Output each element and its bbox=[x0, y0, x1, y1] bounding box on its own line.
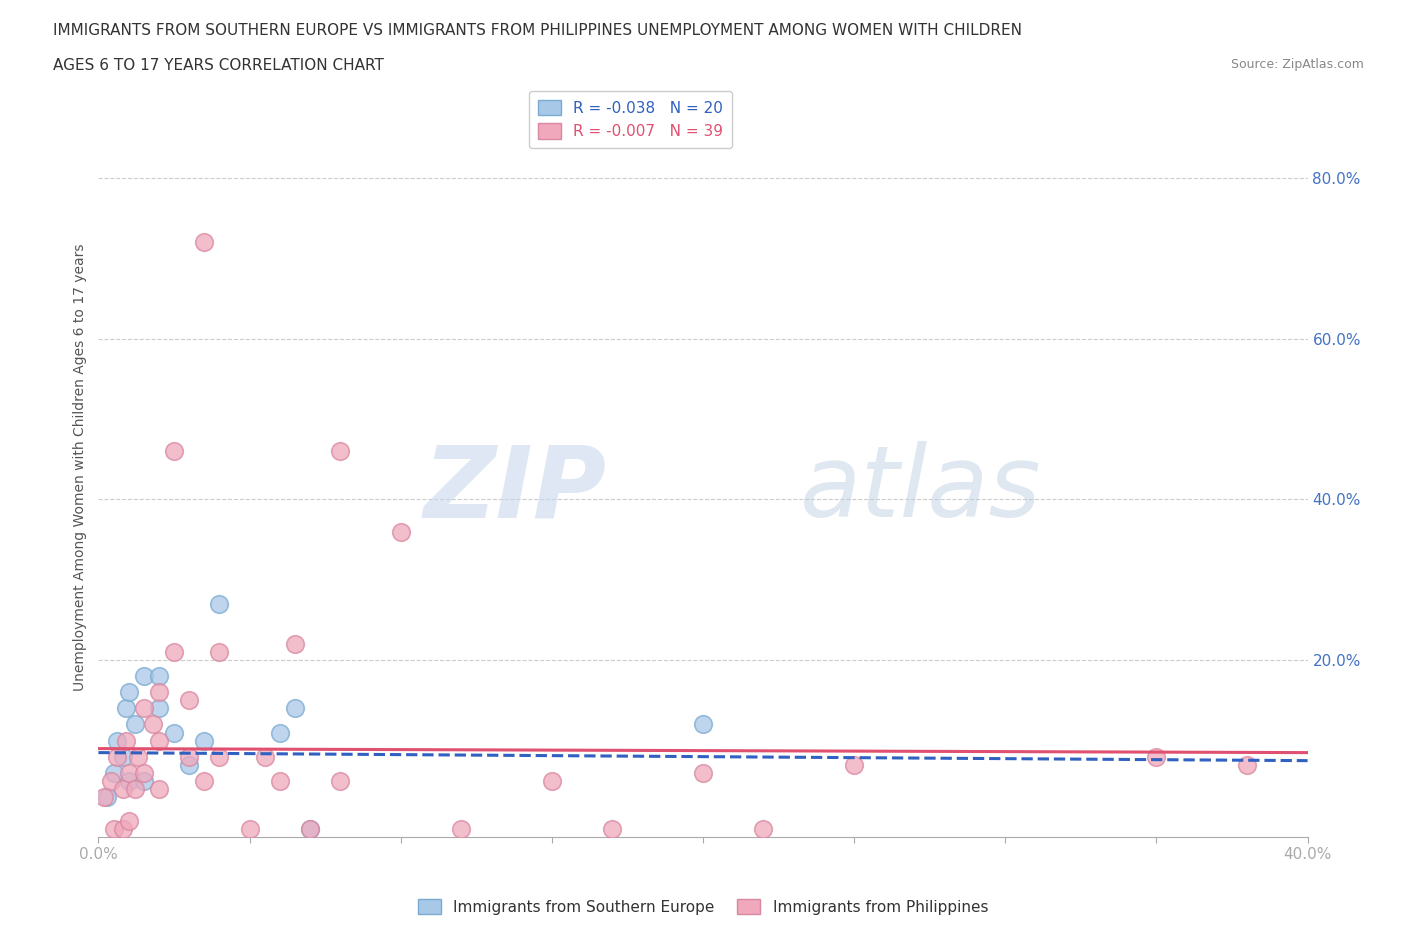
Point bbox=[132, 669, 155, 684]
Point bbox=[179, 757, 201, 772]
Point bbox=[329, 774, 352, 789]
Point bbox=[100, 774, 122, 789]
Point bbox=[752, 821, 775, 836]
Point bbox=[329, 444, 352, 458]
Point bbox=[142, 717, 165, 732]
Legend: Immigrants from Southern Europe, Immigrants from Philippines: Immigrants from Southern Europe, Immigra… bbox=[412, 893, 994, 921]
Point bbox=[602, 821, 624, 836]
Text: AGES 6 TO 17 YEARS CORRELATION CHART: AGES 6 TO 17 YEARS CORRELATION CHART bbox=[53, 58, 384, 73]
Point bbox=[179, 750, 201, 764]
Point bbox=[1144, 750, 1167, 764]
Point bbox=[163, 644, 186, 659]
Point bbox=[105, 750, 128, 764]
Point bbox=[118, 765, 141, 780]
Point bbox=[269, 774, 291, 789]
Point bbox=[299, 821, 322, 836]
Text: atlas: atlas bbox=[800, 441, 1042, 538]
Point bbox=[163, 725, 186, 740]
Point bbox=[96, 790, 118, 804]
Point bbox=[284, 701, 307, 716]
Point bbox=[148, 701, 170, 716]
Point bbox=[284, 637, 307, 652]
Point bbox=[148, 684, 170, 699]
Point bbox=[208, 644, 231, 659]
Point bbox=[208, 596, 231, 611]
Point bbox=[193, 774, 215, 789]
Point bbox=[389, 525, 412, 539]
Point bbox=[118, 774, 141, 789]
Point bbox=[103, 765, 125, 780]
Point bbox=[844, 757, 866, 772]
Point bbox=[208, 750, 231, 764]
Point bbox=[124, 717, 146, 732]
Point bbox=[111, 821, 134, 836]
Point bbox=[111, 781, 134, 796]
Point bbox=[239, 821, 262, 836]
Y-axis label: Unemployment Among Women with Children Ages 6 to 17 years: Unemployment Among Women with Children A… bbox=[73, 244, 87, 691]
Point bbox=[253, 750, 276, 764]
Point bbox=[193, 235, 215, 250]
Point bbox=[179, 693, 201, 708]
Point bbox=[269, 725, 291, 740]
Point bbox=[103, 821, 125, 836]
Point bbox=[148, 669, 170, 684]
Point bbox=[93, 790, 115, 804]
Text: ZIP: ZIP bbox=[423, 441, 606, 538]
Point bbox=[148, 733, 170, 748]
Point bbox=[118, 684, 141, 699]
Point bbox=[540, 774, 562, 789]
Point bbox=[193, 733, 215, 748]
Point bbox=[132, 765, 155, 780]
Point bbox=[148, 781, 170, 796]
Point bbox=[1236, 757, 1258, 772]
Point bbox=[450, 821, 472, 836]
Text: IMMIGRANTS FROM SOUTHERN EUROPE VS IMMIGRANTS FROM PHILIPPINES UNEMPLOYMENT AMON: IMMIGRANTS FROM SOUTHERN EUROPE VS IMMIG… bbox=[53, 23, 1022, 38]
Point bbox=[105, 733, 128, 748]
Point bbox=[299, 821, 322, 836]
Point bbox=[127, 750, 149, 764]
Point bbox=[124, 781, 146, 796]
Point bbox=[118, 814, 141, 829]
Point bbox=[163, 444, 186, 458]
Point bbox=[692, 717, 714, 732]
Point bbox=[114, 701, 136, 716]
Point bbox=[132, 701, 155, 716]
Point bbox=[111, 750, 134, 764]
Point bbox=[114, 733, 136, 748]
Text: Source: ZipAtlas.com: Source: ZipAtlas.com bbox=[1230, 58, 1364, 71]
Point bbox=[692, 765, 714, 780]
Point bbox=[132, 774, 155, 789]
